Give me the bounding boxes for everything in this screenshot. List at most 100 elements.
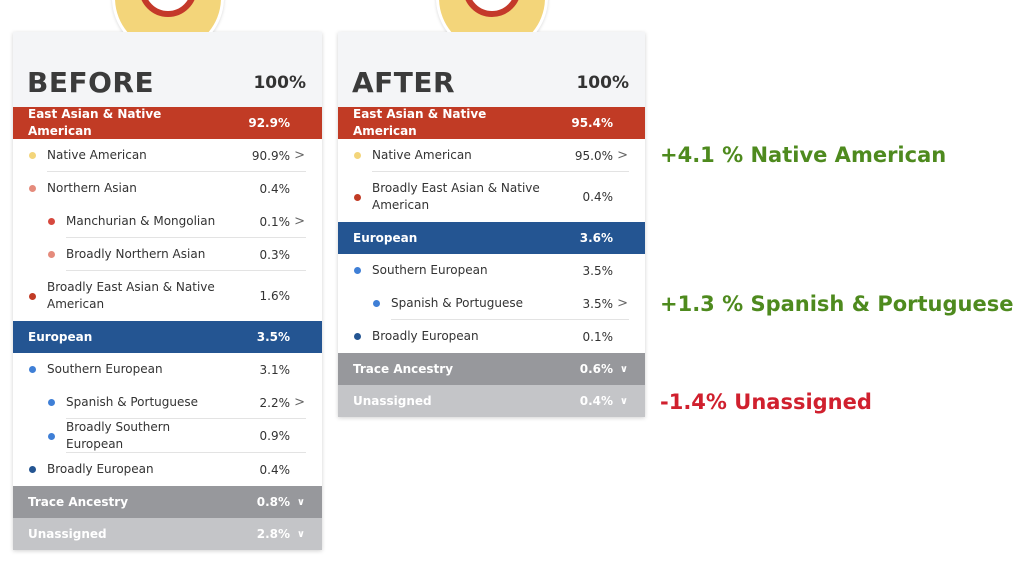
row-percent: 0.4%: [579, 394, 613, 408]
row-percent: 95.4%: [571, 116, 613, 130]
row-percent: 0.1%: [259, 214, 291, 229]
ancestry-row[interactable]: Spanish & Portuguese 2.2% >: [13, 386, 322, 419]
ancestry-row[interactable]: Broadly Northern Asian 0.3%: [13, 238, 322, 271]
ancestry-row[interactable]: Southern European 3.1%: [13, 353, 322, 386]
row-percent: 3.6%: [579, 231, 613, 245]
row-percent: 2.8%: [256, 527, 290, 541]
row-percent: 3.1%: [259, 362, 291, 377]
ancestry-chart-clip: [328, 0, 655, 32]
ancestry-row[interactable]: Broadly Southern European 0.9%: [13, 419, 322, 453]
color-dot-icon: [354, 193, 361, 201]
card-header: AFTER 100%: [338, 32, 645, 107]
ancestry-row[interactable]: Spanish & Portuguese 3.5% >: [338, 287, 645, 320]
row-label: East Asian & Native American: [353, 107, 487, 138]
row-percent: 0.3%: [259, 247, 291, 262]
card-header: BEFORE 100%: [13, 32, 322, 107]
category-header: East Asian & Native American 95.4%: [338, 107, 645, 139]
category-header: East Asian & Native American 92.9%: [13, 107, 322, 139]
note-native-american: +4.1 % Native American: [660, 143, 947, 167]
row-percent: 0.4%: [259, 462, 291, 477]
category-header: European 3.6%: [338, 222, 645, 254]
note-unassigned: -1.4% Unassigned: [660, 390, 872, 414]
chevron-right-icon[interactable]: >: [294, 395, 305, 410]
ancestry-row[interactable]: Southern European 3.5%: [338, 254, 645, 287]
chevron-down-icon[interactable]: ∨: [296, 528, 305, 540]
chevron-down-icon[interactable]: ∨: [296, 496, 305, 508]
row-label: Spanish & Portuguese: [391, 296, 524, 310]
row-label: Southern European: [47, 362, 163, 376]
color-dot-icon: [48, 432, 55, 440]
ancestry-list: East Asian & Native American 92.9% Native …: [13, 107, 322, 550]
ancestry-row[interactable]: Broadly European 0.4%: [13, 453, 322, 486]
chevron-right-icon[interactable]: >: [294, 214, 305, 229]
ancestry-row[interactable]: Broadly East Asian & Native American 0.4%: [338, 172, 645, 222]
chevron-right-icon[interactable]: >: [617, 148, 628, 163]
chevron-down-icon[interactable]: ∨: [619, 395, 628, 407]
row-label: Native American: [372, 148, 472, 162]
category-header[interactable]: Unassigned 2.8% ∨: [13, 518, 322, 550]
row-label: Broadly East Asian & Native American: [47, 280, 215, 311]
row-percent: 0.6%: [579, 362, 613, 376]
row-label: Native American: [47, 148, 147, 162]
color-dot-icon: [354, 267, 361, 274]
ancestry-chart-clip: [3, 0, 332, 32]
row-percent: 3.5%: [582, 296, 614, 311]
row-percent: 0.4%: [259, 181, 291, 196]
row-label: Trace Ancestry: [28, 494, 129, 509]
row-percent: 90.9%: [251, 148, 290, 163]
row-label: European: [353, 230, 418, 245]
note-spanish-portuguese: +1.3 % Spanish & Portuguese: [660, 292, 1014, 316]
row-label: Unassigned: [28, 526, 107, 541]
ancestry-row[interactable]: Broadly East Asian & Native American 1.6%: [13, 271, 322, 321]
color-dot-icon: [29, 292, 36, 300]
ancestry-row[interactable]: Northern Asian 0.4%: [13, 172, 322, 205]
color-dot-icon: [29, 366, 36, 373]
row-percent: 0.8%: [256, 495, 290, 509]
category-header[interactable]: Trace Ancestry 0.6% ∨: [338, 353, 645, 385]
row-label: Broadly East Asian & Native American: [372, 181, 540, 212]
row-label: Unassigned: [353, 393, 432, 408]
row-label: Southern European: [372, 263, 488, 277]
row-percent: 0.9%: [259, 429, 291, 443]
ancestry-donut-chart: [435, 0, 548, 32]
row-percent: 0.1%: [582, 329, 614, 344]
card-title: AFTER: [352, 66, 456, 99]
color-dot-icon: [354, 333, 361, 340]
row-percent: 95.0%: [574, 148, 613, 163]
row-label: East Asian & Native American: [28, 107, 162, 138]
ancestry-row[interactable]: Broadly European 0.1%: [338, 320, 645, 353]
chevron-right-icon[interactable]: >: [617, 296, 628, 311]
color-dot-icon: [29, 152, 36, 159]
row-label: European: [28, 329, 93, 344]
row-label: Broadly Southern European: [66, 420, 171, 451]
before-ancestry-card: BEFORE 100% East Asian & Native American…: [13, 0, 322, 550]
color-dot-icon: [48, 251, 55, 258]
card-title: BEFORE: [27, 66, 155, 99]
color-dot-icon: [48, 399, 55, 406]
color-dot-icon: [29, 466, 36, 473]
row-percent: 1.6%: [259, 289, 291, 303]
category-header[interactable]: Unassigned 0.4% ∨: [338, 385, 645, 417]
row-label: Northern Asian: [47, 181, 137, 195]
row-label: Manchurian & Mongolian: [66, 214, 216, 228]
row-label: Broadly European: [47, 462, 154, 476]
row-percent: 92.9%: [248, 116, 290, 130]
category-header: European 3.5%: [13, 321, 322, 353]
category-header[interactable]: Trace Ancestry 0.8% ∨: [13, 486, 322, 518]
color-dot-icon: [48, 218, 55, 225]
ancestry-donut-chart: [111, 0, 224, 32]
row-percent: 0.4%: [582, 190, 614, 204]
card-total: 100%: [253, 73, 306, 93]
color-dot-icon: [373, 300, 380, 307]
card-total: 100%: [576, 73, 629, 93]
ancestry-row[interactable]: Native American 90.9% >: [13, 139, 322, 172]
row-label: Broadly European: [372, 329, 479, 343]
after-ancestry-card: AFTER 100% East Asian & Native American 9…: [338, 0, 645, 417]
color-dot-icon: [29, 185, 36, 192]
chevron-right-icon[interactable]: >: [294, 148, 305, 163]
chevron-down-icon[interactable]: ∨: [619, 363, 628, 375]
row-percent: 2.2%: [259, 395, 291, 410]
ancestry-row[interactable]: Native American 95.0% >: [338, 139, 645, 172]
ancestry-row[interactable]: Manchurian & Mongolian 0.1% >: [13, 205, 322, 238]
row-percent: 3.5%: [256, 330, 290, 344]
